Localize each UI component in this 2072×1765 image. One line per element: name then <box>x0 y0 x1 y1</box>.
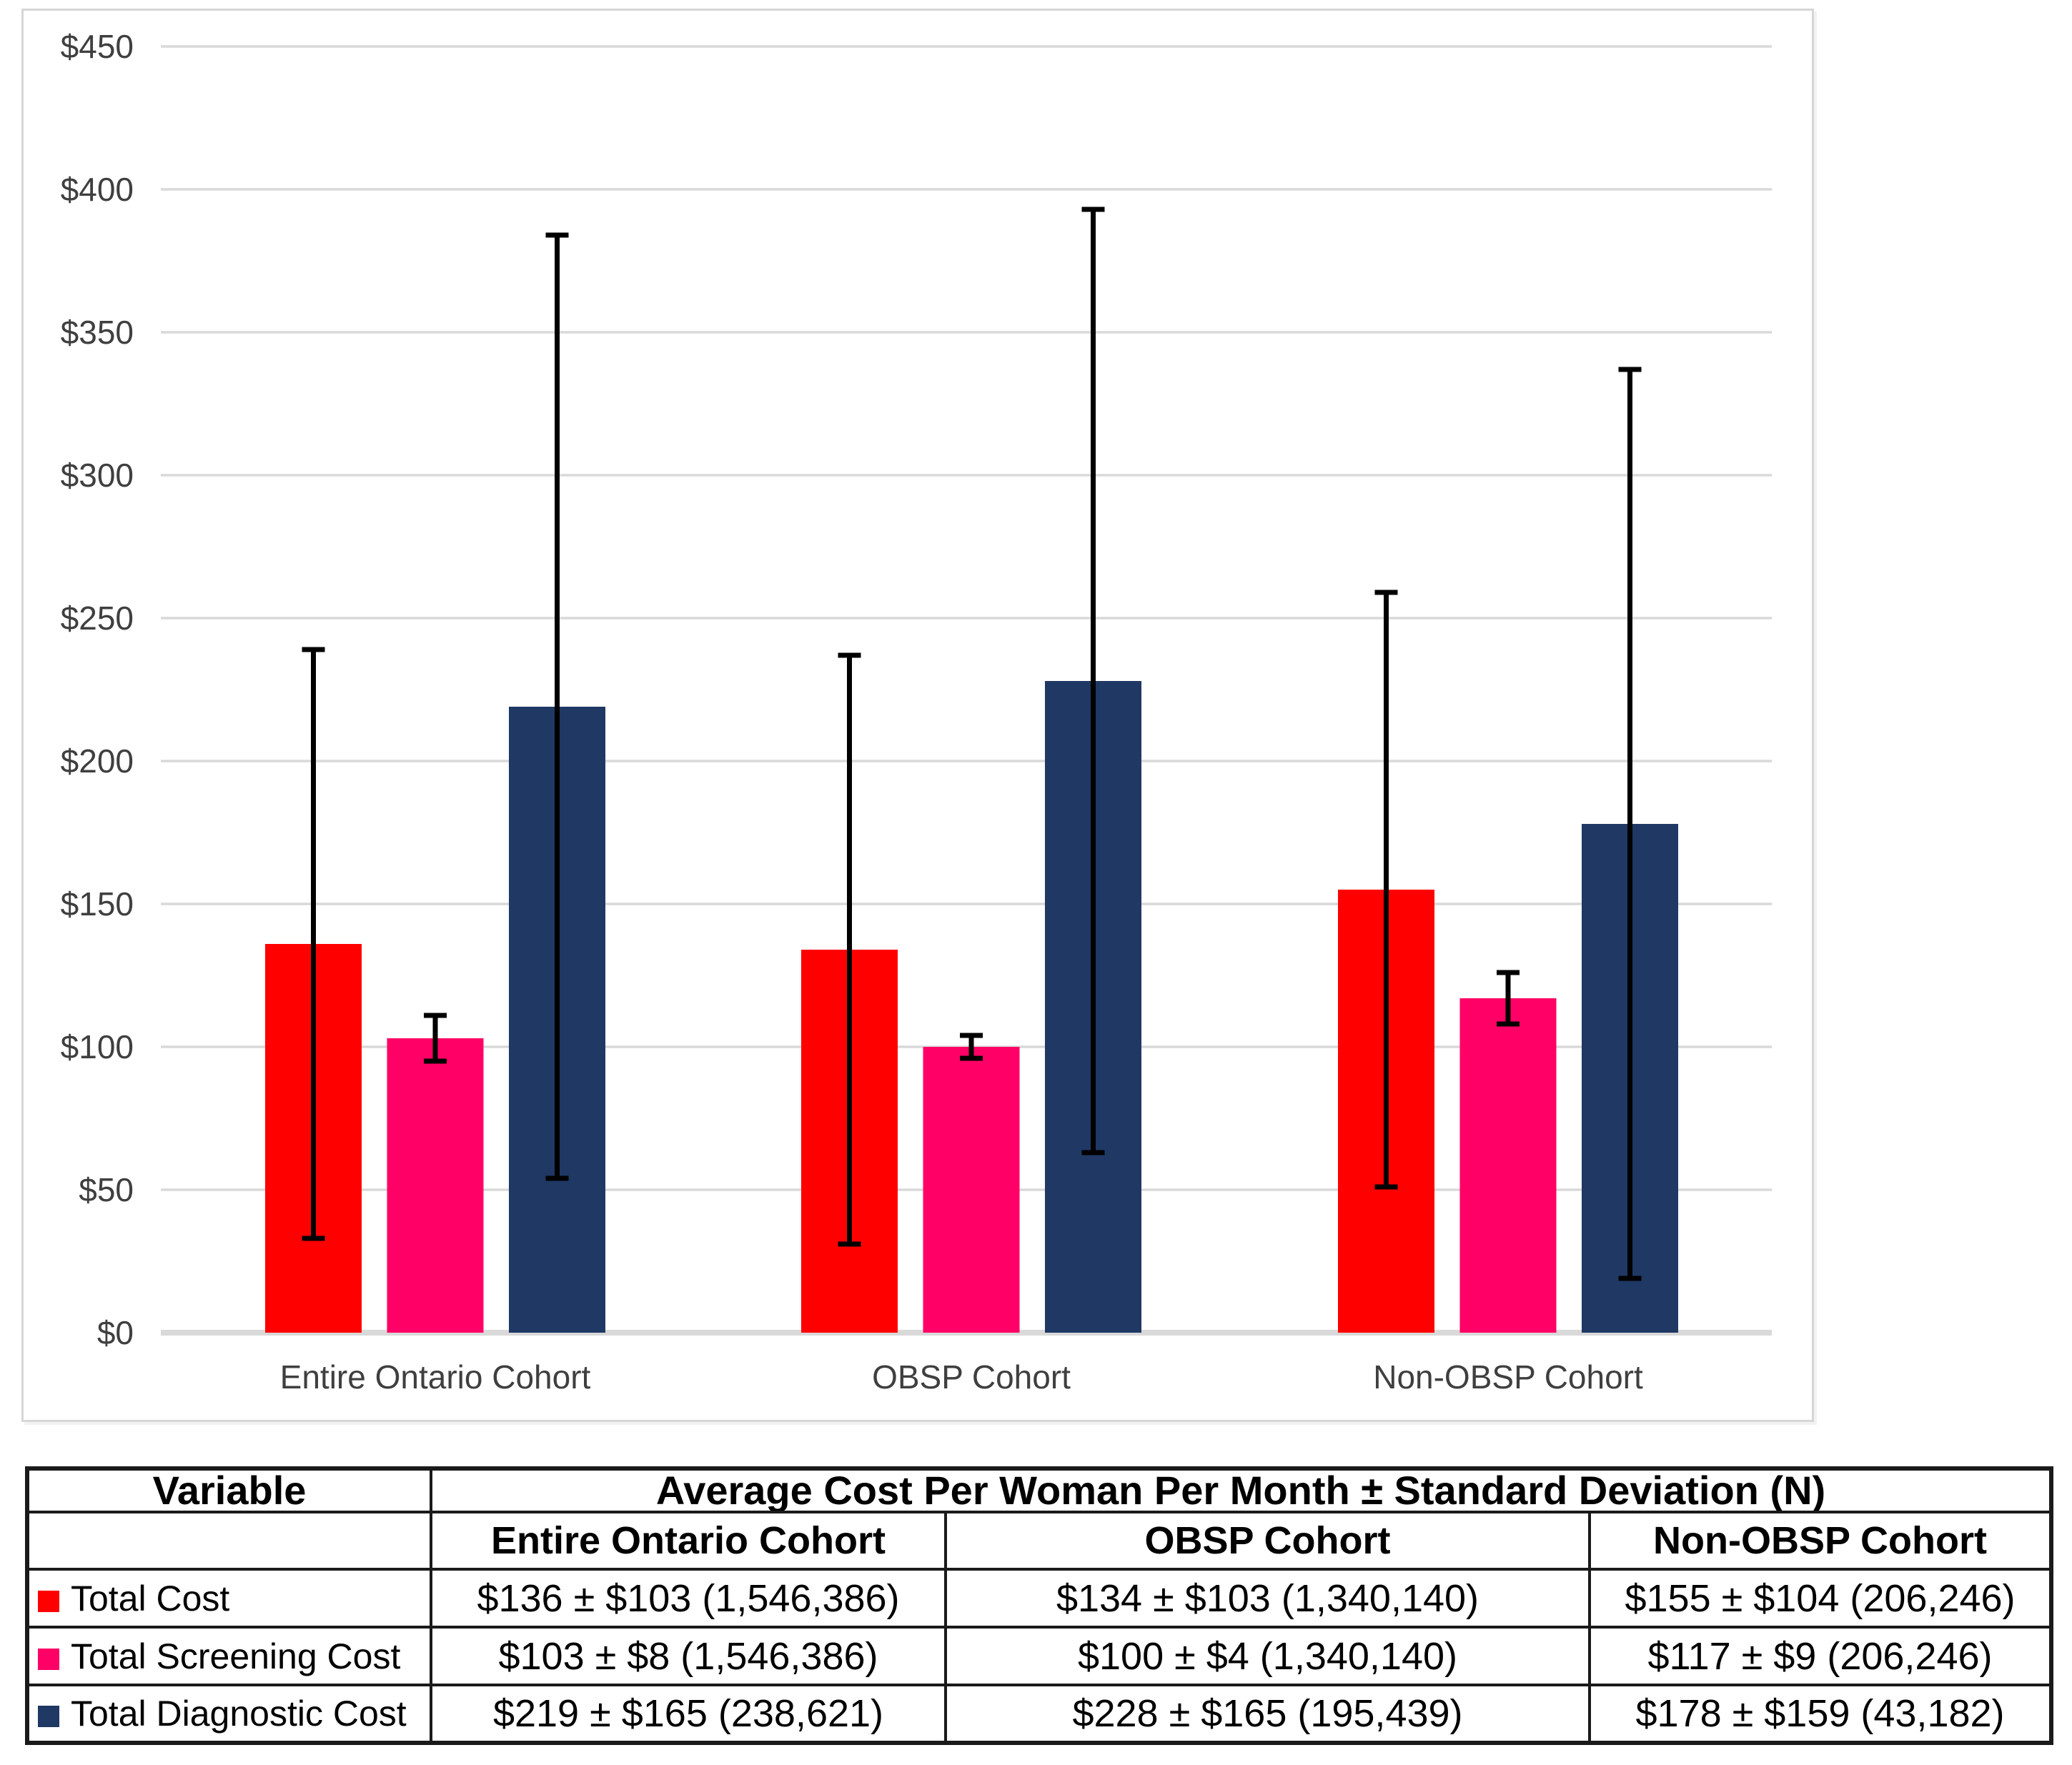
row-label-cell: Total Cost <box>26 1568 432 1629</box>
value-cell: $178 ± $159 (43,182) <box>1587 1684 2053 1744</box>
subheader-obsp-cohort: OBSP Cohort <box>944 1511 1591 1571</box>
table-body: Total Cost $136 ± $103 (1,546,386) $134 … <box>26 1568 2053 1744</box>
value-cell: $136 ± $103 (1,546,386) <box>430 1568 947 1629</box>
cost-summary-table: Variable Average Cost Per Woman Per Mont… <box>25 1466 2054 1745</box>
subheader-non-obsp-cohort: Non-OBSP Cohort <box>1587 1511 2053 1571</box>
table-head: Variable Average Cost Per Woman Per Mont… <box>26 1467 2053 1571</box>
value-cell: $134 ± $103 (1,340,140) <box>944 1568 1591 1629</box>
total-screening-cost-swatch-icon <box>38 1648 59 1670</box>
table-header-row: Variable Average Cost Per Woman Per Mont… <box>26 1467 2053 1513</box>
row-label: Total Screening Cost <box>71 1636 401 1676</box>
y-axis-tick-label: $350 <box>61 314 134 351</box>
table-row-total-diagnostic-cost: Total Diagnostic Cost $219 ± $165 (238,6… <box>26 1684 2053 1744</box>
subheader-empty <box>26 1511 432 1571</box>
row-label-cell: Total Diagnostic Cost <box>26 1684 432 1744</box>
bar-total-screening-cost <box>923 1047 1020 1333</box>
y-axis-tick-label: $0 <box>97 1314 134 1351</box>
total-diagnostic-cost-swatch-icon <box>38 1706 59 1727</box>
row-label-cell: Total Screening Cost <box>26 1626 432 1686</box>
value-cell: $219 ± $165 (238,621) <box>430 1684 947 1744</box>
row-label: Total Cost <box>71 1578 230 1619</box>
y-axis-tick-label: $400 <box>61 171 134 208</box>
header-variable: Variable <box>26 1467 432 1513</box>
x-axis-category-label: Entire Ontario Cohort <box>280 1358 591 1396</box>
bar-total-screening-cost <box>387 1038 484 1333</box>
table-subheader-row: Entire Ontario Cohort OBSP Cohort Non-OB… <box>26 1511 2053 1571</box>
value-cell: $155 ± $104 (206,246) <box>1587 1568 2053 1629</box>
value-cell: $100 ± $4 (1,340,140) <box>944 1626 1591 1686</box>
subheader-entire-ontario-cohort: Entire Ontario Cohort <box>430 1511 947 1571</box>
y-axis-tick-label: $450 <box>61 28 134 65</box>
y-axis-tick-label: $250 <box>61 600 134 637</box>
table-row-total-cost: Total Cost $136 ± $103 (1,546,386) $134 … <box>26 1568 2053 1629</box>
y-axis-tick-label: $300 <box>61 457 134 494</box>
value-cell: $103 ± $8 (1,546,386) <box>430 1626 947 1686</box>
total-cost-swatch-icon <box>38 1590 59 1612</box>
cost-bar-chart-svg: $0 $50 $100 $150 $200 $250 $300 $350 $400 $450 Ent… <box>61 28 1772 1396</box>
bar-total-screening-cost <box>1459 998 1557 1333</box>
row-label: Total Diagnostic Cost <box>71 1694 407 1734</box>
x-axis-category-label: Non-OBSP Cohort <box>1373 1358 1643 1396</box>
x-axis-category-label: OBSP Cohort <box>872 1358 1071 1396</box>
y-axis-tick-label: $150 <box>61 885 134 923</box>
y-axis-tick-label: $50 <box>79 1171 134 1208</box>
y-axis-tick-label: $100 <box>61 1028 134 1065</box>
y-axis-tick-label: $200 <box>61 742 134 780</box>
table-row-total-screening-cost: Total Screening Cost $103 ± $8 (1,546,38… <box>26 1626 2053 1686</box>
value-cell: $117 ± $9 (206,246) <box>1587 1626 2053 1686</box>
bar-chart: $0 $50 $100 $150 $200 $250 $300 $350 $400 $450 Ent… <box>21 9 1814 1422</box>
header-average-cost: Average Cost Per Woman Per Month ± Stand… <box>429 1467 2053 1513</box>
value-cell: $228 ± $165 (195,439) <box>944 1684 1591 1744</box>
